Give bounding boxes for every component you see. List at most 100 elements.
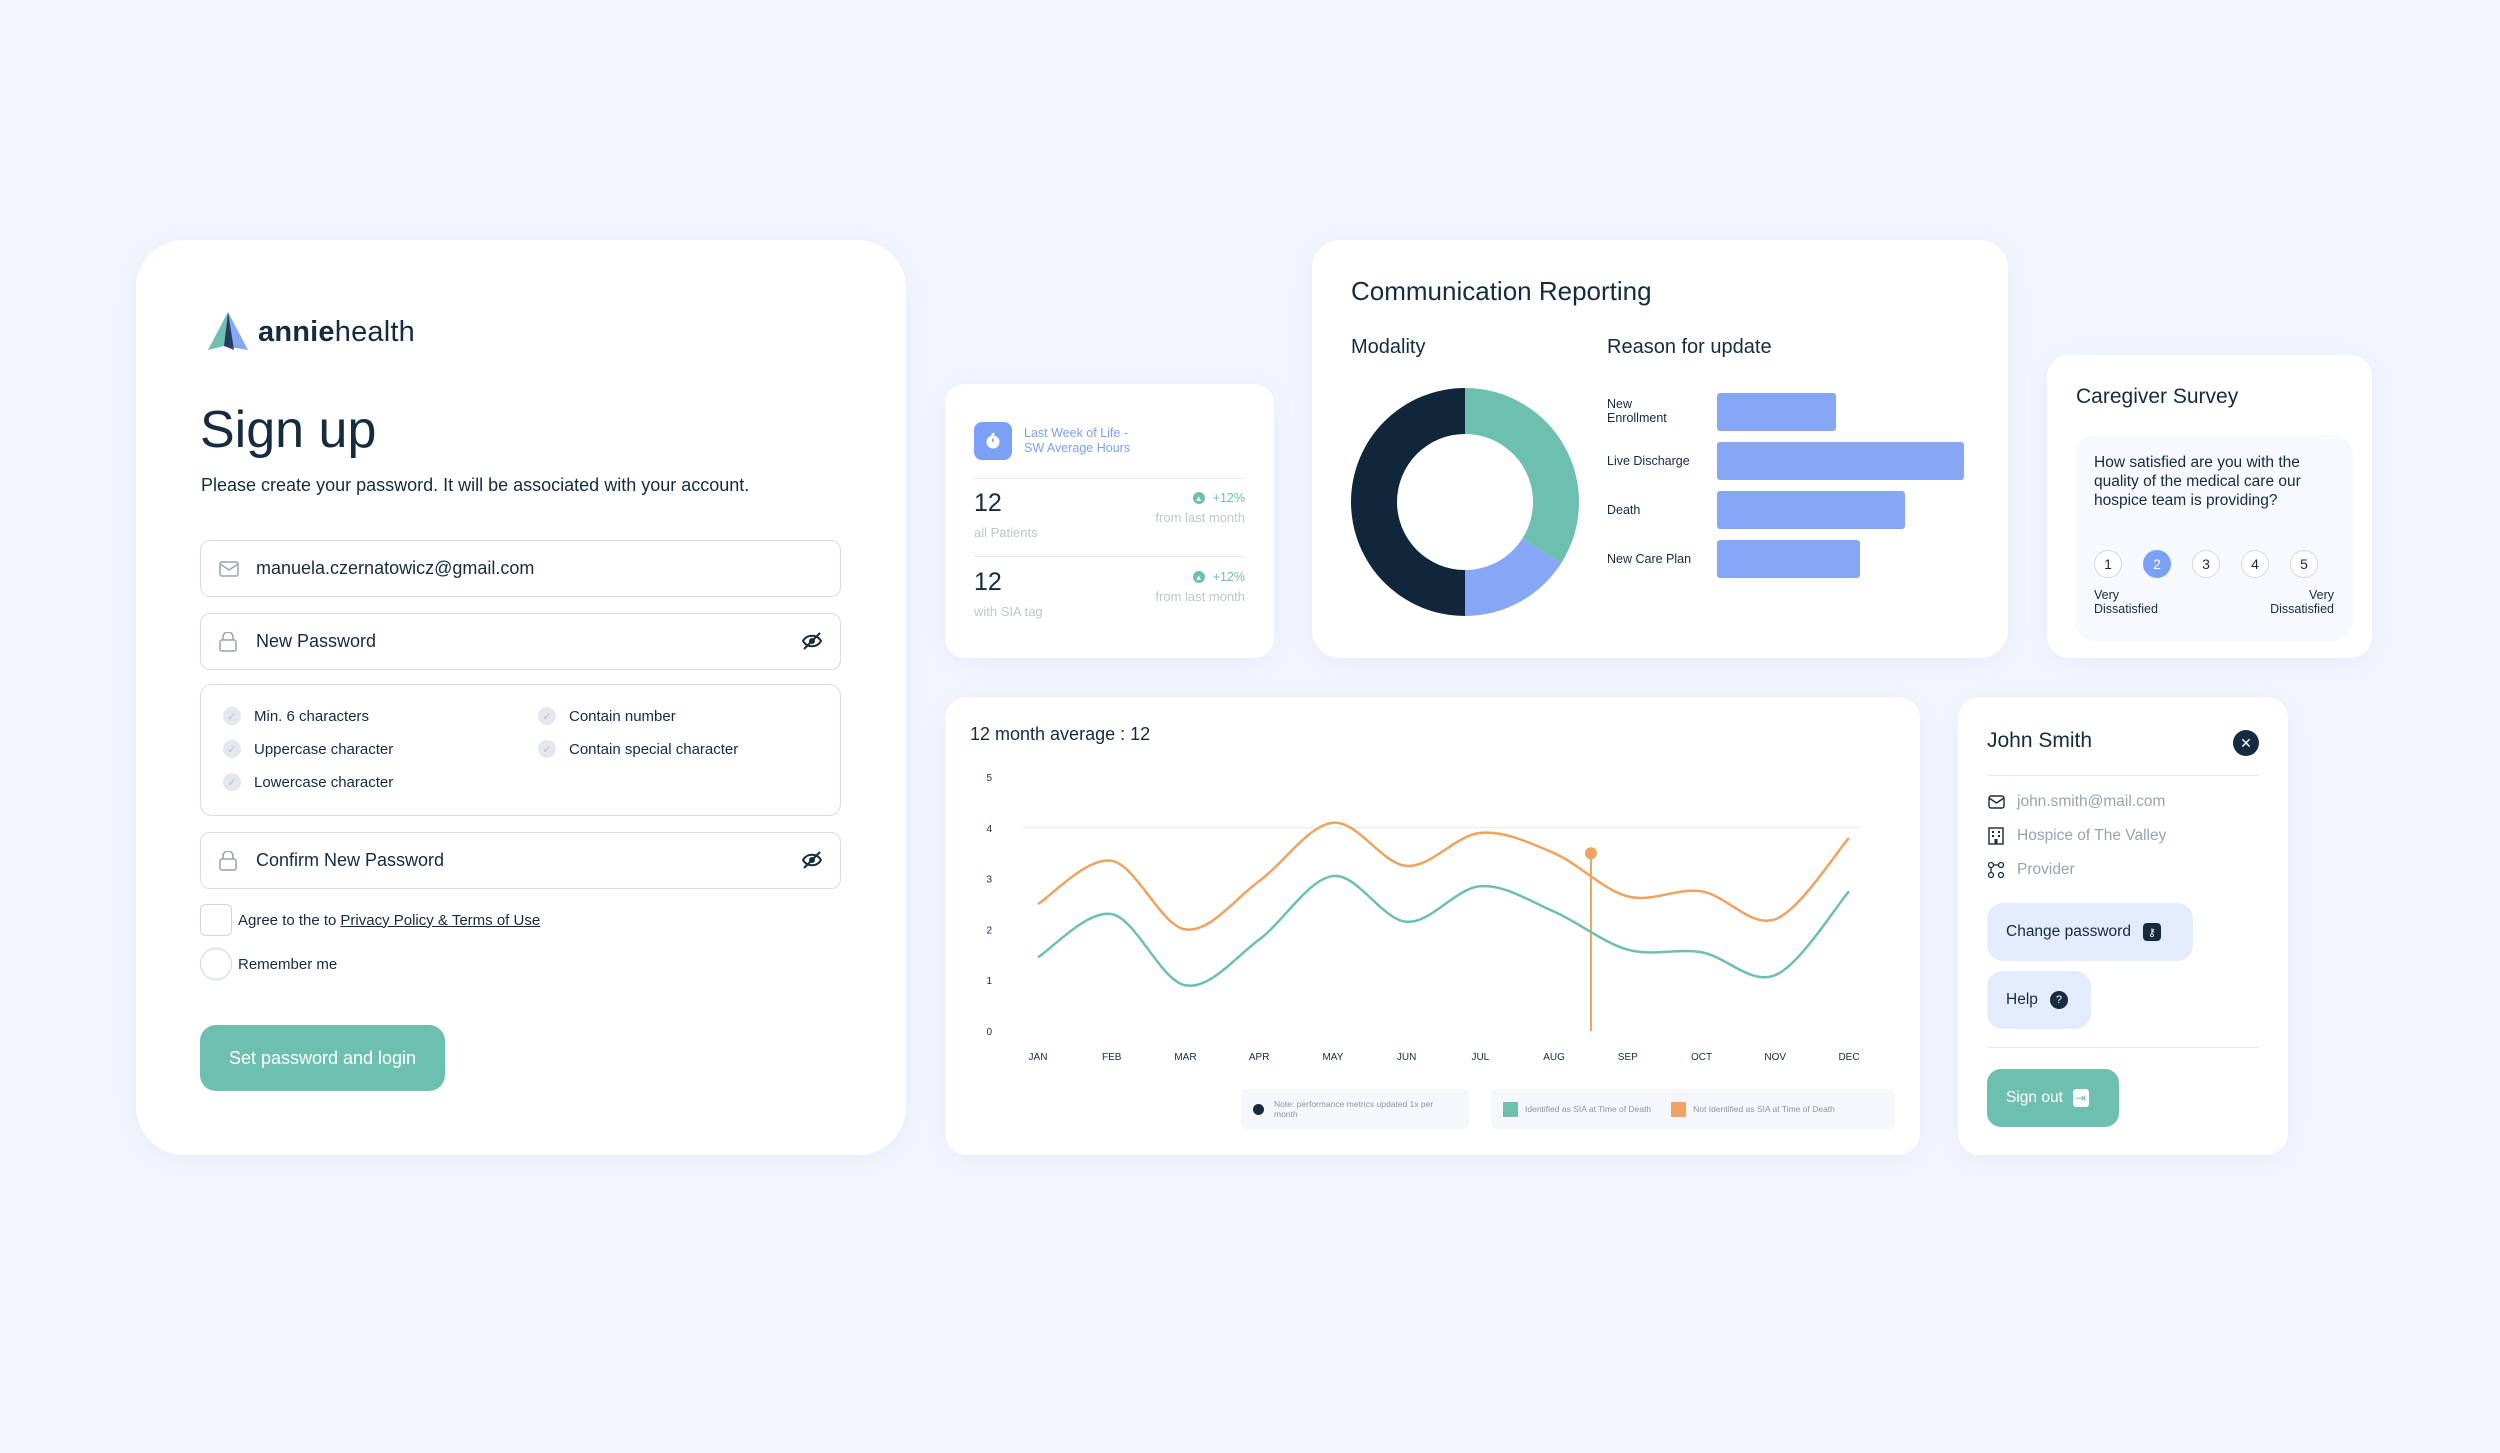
chart-note: Note: performance metrics updated 1x per… — [1241, 1089, 1469, 1129]
user-role: Provider — [1987, 861, 2075, 879]
reason-title: Reason for update — [1607, 336, 1772, 358]
close-icon[interactable]: ✕ — [2233, 730, 2259, 756]
stat-from-label: from last month — [1155, 510, 1245, 525]
chart-title: 12 month average : 12 — [970, 724, 1151, 744]
rating-option-5[interactable]: 5 — [2290, 550, 2318, 578]
agree-checkbox[interactable] — [200, 904, 232, 936]
survey-question-panel: How satisfied are you with the quality o… — [2075, 435, 2353, 641]
x-tick-label: OCT — [1691, 1052, 1712, 1063]
legend-swatch-teal — [1503, 1101, 1518, 1117]
profile-card: John Smith ✕ john.smith@mail.com Hospice… — [1958, 697, 2288, 1155]
sign-out-button[interactable]: Sign out ⇥ — [1987, 1069, 2119, 1127]
rating-option-2[interactable]: 2 — [2143, 550, 2171, 578]
divider — [974, 478, 1245, 479]
stat-value: 12 — [974, 489, 1002, 517]
stat-value: 12 — [974, 568, 1002, 596]
bar — [1717, 393, 1836, 431]
password-requirements: ✓ Min. 6 characters ✓ Uppercase character … — [200, 684, 841, 816]
remember-me-row: Remember me — [200, 948, 337, 980]
stat-label: all Patients — [974, 525, 1038, 540]
eye-off-icon[interactable] — [800, 848, 824, 872]
y-tick-label: 3 — [986, 875, 992, 886]
rating-option-1[interactable]: 1 — [2094, 550, 2122, 578]
stat-change: ▲ +12% — [1192, 570, 1245, 584]
remember-me-label: Remember me — [238, 955, 338, 973]
requirement-item: ✓ Contain number — [538, 707, 676, 725]
stat-from-label: from last month — [1155, 589, 1245, 604]
email-field[interactable]: manuela.czernatowicz@gmail.com — [200, 540, 841, 597]
rating-option-4[interactable]: 4 — [2241, 550, 2269, 578]
lock-icon — [219, 631, 241, 653]
building-icon — [1987, 827, 2005, 845]
new-password-field[interactable]: New Password — [200, 613, 841, 670]
survey-question: How satisfied are you with the quality o… — [2094, 454, 2301, 509]
stat-label: with SIA tag — [974, 604, 1043, 619]
page-title: Sign up — [200, 401, 377, 459]
remember-me-toggle[interactable] — [200, 948, 232, 980]
set-password-button[interactable]: Set password and login — [200, 1025, 445, 1091]
user-name: John Smith — [1987, 729, 2093, 752]
requirement-item: ✓ Min. 6 characters — [223, 707, 369, 725]
eye-off-icon[interactable] — [800, 629, 824, 653]
line-chart: 0 1 2 3 4 5 JAN FEB MAR APR MAY JUN JUL AUG SEP OCT NOV D… — [986, 773, 1860, 1063]
card-title: Caregiver Survey — [2076, 385, 2239, 408]
check-icon: ✓ — [223, 707, 241, 725]
help-button[interactable]: Help? — [1987, 971, 2091, 1029]
bar-label: Live Discharge — [1607, 454, 1690, 468]
x-tick-label: NOV — [1764, 1052, 1786, 1063]
divider — [1987, 775, 2259, 776]
sign-out-icon: ⇥ — [2072, 1089, 2089, 1107]
x-tick-label: SEP — [1618, 1052, 1638, 1063]
stats-heading: Last Week of Life - SW Average Hours — [974, 422, 1130, 460]
modality-title: Modality — [1351, 336, 1426, 358]
up-arrow-icon: ▲ — [1192, 571, 1205, 583]
change-password-button[interactable]: Change password ⚷ — [1987, 903, 2193, 961]
y-tick-label: 4 — [986, 824, 992, 835]
agree-label: Agree to the to — [238, 911, 337, 929]
bar — [1717, 540, 1861, 578]
bar-label: New Enrollment — [1607, 397, 1667, 425]
stopwatch-icon — [974, 422, 1012, 460]
bar-label: New Care Plan — [1607, 552, 1692, 566]
help-icon: ? — [2049, 991, 2068, 1009]
page-subtitle: Please create your password. It will be … — [201, 475, 750, 495]
check-icon: ✓ — [538, 740, 556, 758]
new-password-placeholder: New Password — [256, 631, 377, 651]
bar-label: Death — [1607, 503, 1641, 517]
mail-icon — [1987, 793, 2005, 811]
donut-slice — [1465, 388, 1579, 564]
rating-option-3[interactable]: 3 — [2192, 550, 2220, 578]
check-icon: ✓ — [223, 773, 241, 791]
check-icon: ✓ — [223, 740, 241, 758]
communication-reporting-card: Communication Reporting Modality Reason … — [1312, 240, 2008, 658]
y-tick-label: 5 — [986, 773, 992, 784]
email-value: manuela.czernatowicz@gmail.com — [256, 558, 535, 578]
y-tick-label: 1 — [986, 976, 992, 987]
requirement-item: ✓ Lowercase character — [223, 773, 393, 791]
rating-high-label: Very Dissatisfied — [2270, 588, 2334, 616]
series-line — [1037, 821, 1850, 931]
divider — [974, 556, 1245, 557]
confirm-password-placeholder: Confirm New Password — [256, 850, 445, 870]
x-tick-label: JAN — [1029, 1052, 1048, 1063]
confirm-password-field[interactable]: Confirm New Password — [200, 832, 841, 889]
up-arrow-icon: ▲ — [1192, 492, 1205, 504]
requirement-item: ✓ Contain special character — [538, 740, 738, 758]
key-icon: ⚷ — [2142, 923, 2161, 941]
privacy-policy-link[interactable]: Privacy Policy & Terms of Use — [340, 911, 541, 929]
highlight-point[interactable] — [1584, 847, 1597, 860]
donut-slice — [1465, 538, 1562, 616]
x-tick-label: AUG — [1543, 1052, 1565, 1063]
x-tick-label: JUL — [1471, 1052, 1489, 1063]
y-tick-label: 2 — [986, 925, 992, 936]
annie-health-logo: anniehealth — [204, 310, 415, 354]
x-tick-label: MAR — [1174, 1052, 1196, 1063]
modality-donut-chart — [1351, 388, 1579, 616]
stats-heading-line2: SW Average Hours — [1024, 441, 1131, 455]
monthly-line-chart-card: 12 month average : 12 0 1 2 3 4 5 JAN FEB MAR APR… — [945, 697, 1920, 1155]
stats-card: Last Week of Life - SW Average Hours 12 a… — [945, 384, 1274, 658]
signup-card: anniehealth Sign up Please create your p… — [136, 240, 906, 1155]
requirement-item: ✓ Uppercase character — [223, 740, 393, 758]
x-tick-label: JUN — [1397, 1052, 1416, 1063]
user-email: john.smith@mail.com — [1987, 793, 2165, 811]
